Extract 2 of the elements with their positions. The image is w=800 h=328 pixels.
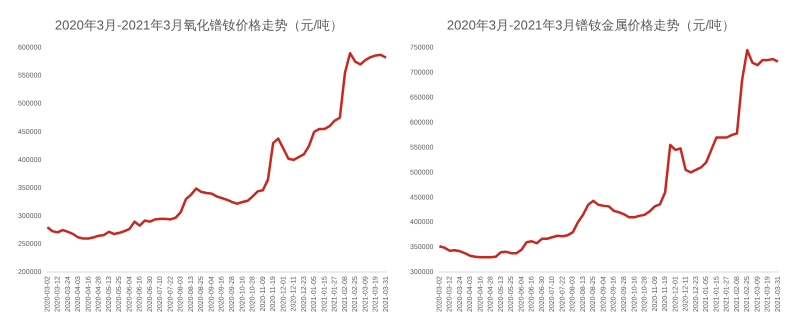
chart-title: 2020年3月-2021年3月氧化镨钕价格走势（元/吨） (54, 17, 344, 32)
chart-title: 2020年3月-2021年3月镨钕金属价格走势（元/吨） (446, 17, 736, 32)
